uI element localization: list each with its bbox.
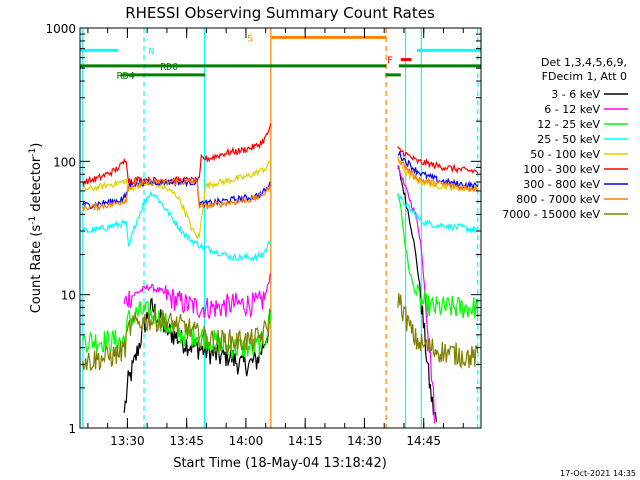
legend-header-line-1: FDecim 1, Att 0 — [542, 70, 627, 83]
x-tick-label-2: 14:00 — [229, 434, 264, 448]
state-label-n: N — [148, 46, 154, 57]
series-line-0-part-0 — [123, 297, 272, 413]
state-bars: N S F RD0 RD4 — [80, 33, 481, 82]
series-line-8-part-1 — [397, 293, 479, 369]
axes: 1 10 100 1000 13:30 13:45 14:00 14:15 14:30 14:45 — [45, 22, 482, 448]
series-line-0-part-1 — [397, 165, 437, 422]
series-line-7-part-0 — [82, 178, 272, 212]
y-axis-label-mid: detector — [29, 156, 44, 216]
y-axis-label-sup1: -1 — [28, 216, 38, 225]
x-tick-label-5: 14:45 — [406, 434, 441, 448]
legend-entry-label-4: 50 - 100 keV — [530, 148, 600, 161]
series-line-5-part-1 — [397, 146, 479, 175]
series-line-7-part-1 — [397, 156, 479, 193]
series-line-4-part-1 — [397, 158, 479, 193]
footer-timestamp: 17-Oct-2021 14:35 — [560, 469, 636, 478]
y-axis-label: Count Rate (s-1 detector-1) — [28, 143, 44, 314]
legend-entry-label-3: 25 - 50 keV — [537, 133, 600, 146]
series-line-1-part-0 — [123, 273, 272, 319]
state-label-f: F — [387, 56, 393, 67]
y-axis-label-base: Count Rate (s — [29, 225, 44, 314]
x-tick-label-0: 13:30 — [110, 434, 145, 448]
y-axis-label-sup2: -1 — [28, 148, 38, 157]
legend-entry-label-6: 300 - 800 keV — [523, 178, 600, 191]
series-line-2-part-1 — [397, 193, 479, 319]
y-tick-label-1: 10 — [61, 289, 76, 303]
series-line-2-part-0 — [82, 301, 272, 360]
y-tick-label-2: 100 — [53, 155, 76, 169]
legend-header-line-0: Det 1,3,4,5,6,9, — [541, 56, 627, 69]
legend-entry-label-1: 6 - 12 keV — [544, 103, 600, 116]
x-tick-label-3: 14:15 — [288, 434, 323, 448]
x-tick-label-1: 13:45 — [169, 434, 204, 448]
legend-entry-label-2: 12 - 25 keV — [537, 118, 600, 131]
legend-entry-label-5: 100 - 300 keV — [523, 163, 600, 176]
plot-frame — [79, 27, 482, 429]
y-tick-label-3: 1000 — [45, 22, 76, 36]
series-line-3-part-0 — [82, 190, 272, 263]
x-axis-label: Start Time (18-May-04 13:18:42) — [173, 456, 387, 471]
chart-title: RHESSI Observing Summary Count Rates — [125, 4, 435, 22]
state-label-rd0: RD0 — [160, 62, 178, 73]
legend: Det 1,3,4,5,6,9,FDecim 1, Att 0 3 - 6 keV… — [502, 56, 628, 221]
series-line-5-part-0 — [82, 123, 272, 188]
legend-entry-label-7: 800 - 7000 keV — [516, 193, 600, 206]
y-axis-label-end: ) — [29, 143, 44, 148]
series-lines — [82, 123, 479, 424]
state-label-s: S — [247, 33, 253, 44]
series-line-3-part-1 — [397, 194, 479, 234]
series-line-4-part-0 — [82, 160, 271, 240]
y-tick-label-0: 1 — [68, 422, 76, 436]
x-tick-label-4: 14:30 — [347, 434, 382, 448]
vertical-marker-lines — [82, 28, 479, 428]
state-label-rd4: RD4 — [117, 71, 135, 82]
series-line-8-part-0 — [82, 307, 272, 371]
legend-entry-label-8: 7000 - 15000 keV — [502, 208, 600, 221]
legend-entry-label-0: 3 - 6 keV — [551, 88, 600, 101]
